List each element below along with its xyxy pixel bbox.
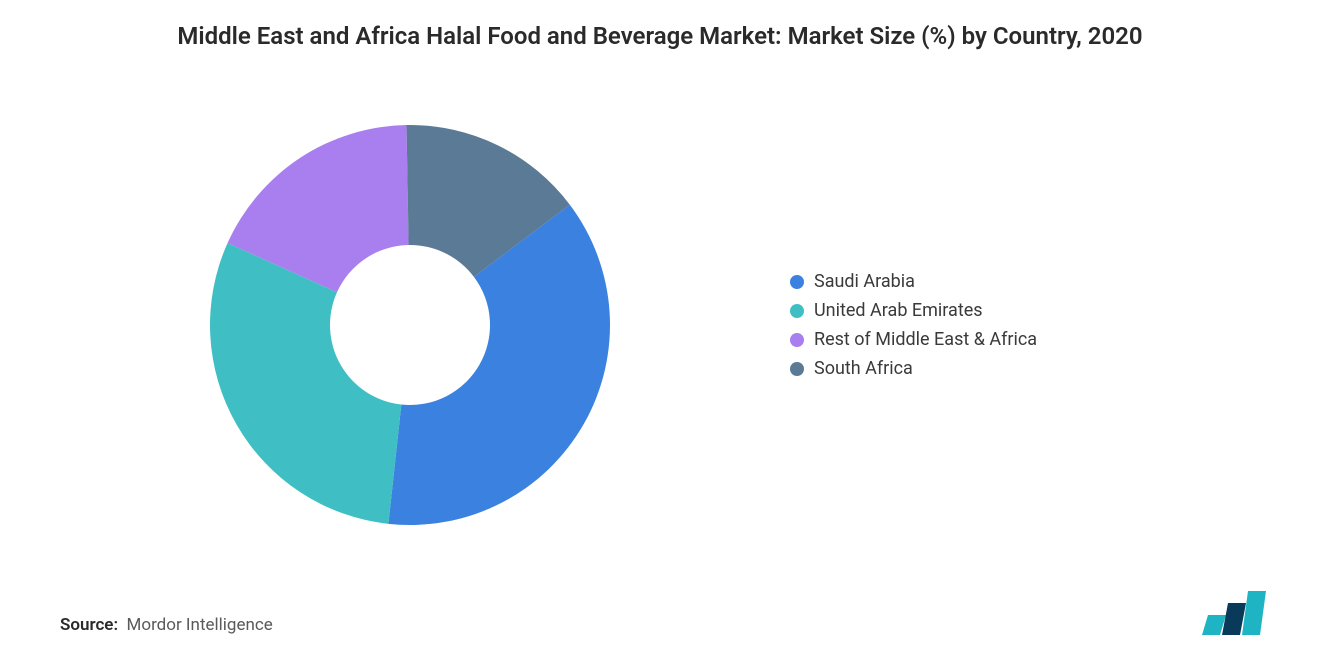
source-line: Source: Mordor Intelligence [60,615,273,635]
chart-title: Middle East and Africa Halal Food and Be… [177,20,1142,54]
legend-swatch [790,362,804,376]
legend-label: South Africa [814,358,913,379]
footer: Source: Mordor Intelligence [40,587,1280,645]
logo-bar [1202,615,1226,635]
logo-bar [1222,603,1246,635]
legend-swatch [790,304,804,318]
legend-item: South Africa [790,358,1110,379]
legend-item: United Arab Emirates [790,300,1110,321]
donut-svg [210,125,610,525]
legend-item: Saudi Arabia [790,271,1110,292]
legend-swatch [790,333,804,347]
legend: Saudi Arabia United Arab Emirates Rest of … [790,271,1110,379]
chart-row: Saudi Arabia United Arab Emirates Rest of … [40,64,1280,587]
legend-label: United Arab Emirates [814,300,983,321]
legend-swatch [790,275,804,289]
logo-bar [1242,591,1266,635]
chart-container: Middle East and Africa Halal Food and Be… [0,0,1320,665]
legend-label: Rest of Middle East & Africa [814,329,1037,350]
logo-icon [1200,587,1270,635]
legend-item: Rest of Middle East & Africa [790,329,1110,350]
source-value: Mordor Intelligence [127,615,273,635]
source-label: Source: [60,615,118,635]
donut-chart [210,125,610,525]
donut-slice [210,243,401,524]
brand-logo [1200,587,1270,635]
legend-label: Saudi Arabia [814,271,915,292]
